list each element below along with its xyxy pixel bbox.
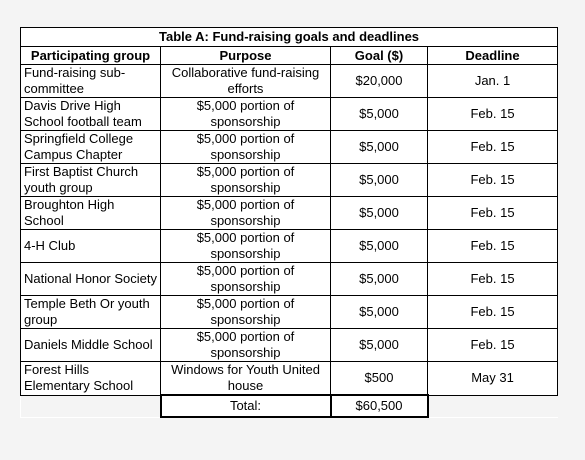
cell-deadline: Feb. 15 (426, 229, 559, 263)
cell-purpose: $5,000 portion of sponsorship (160, 295, 331, 329)
table-row: Fund-raising sub-committee Collaborative… (20, 64, 559, 98)
total-value: $60,500 (329, 394, 429, 418)
cell-deadline: Feb. 15 (426, 295, 559, 329)
cell-goal: $5,000 (330, 130, 428, 164)
table-row: Daniels Middle School $5,000 portion of … (20, 328, 559, 362)
cell-purpose: $5,000 portion of sponsorship (160, 163, 331, 197)
table-row: Forest Hills Elementary School Windows f… (20, 361, 559, 396)
cell-deadline: Feb. 15 (426, 163, 559, 197)
cell-purpose: Collaborative fund-raising efforts (160, 64, 331, 98)
header-purpose: Purpose (160, 46, 331, 65)
cell-group: National Honor Society (20, 262, 161, 296)
header-participating-group: Participating group (20, 46, 161, 65)
total-row: Total: $60,500 (20, 394, 558, 418)
cell-purpose: $5,000 portion of sponsorship (160, 97, 331, 131)
cell-goal: $5,000 (330, 196, 428, 230)
table-row: 4-H Club $5,000 portion of sponsorship $… (20, 229, 559, 263)
cell-goal: $500 (330, 361, 428, 396)
total-spacer (427, 395, 558, 417)
table-row: Broughton High School $5,000 portion of … (20, 196, 559, 230)
cell-group: 4-H Club (20, 229, 161, 263)
total-spacer (20, 395, 161, 417)
cell-group: Temple Beth Or youth group (20, 295, 161, 329)
cell-goal: $5,000 (330, 328, 428, 362)
header-deadline: Deadline (426, 46, 559, 65)
total-label: Total: (159, 394, 332, 418)
table-row: Davis Drive High School football team $5… (20, 97, 559, 131)
cell-group: First Baptist Church youth group (20, 163, 161, 197)
cell-deadline: Feb. 15 (426, 196, 559, 230)
cell-group: Davis Drive High School football team (20, 97, 161, 131)
table-row: Springfield College Campus Chapter $5,00… (20, 130, 559, 164)
cell-deadline: May 31 (426, 361, 559, 396)
cell-deadline: Feb. 15 (426, 328, 559, 362)
cell-goal: $20,000 (330, 64, 428, 98)
cell-deadline: Jan. 1 (426, 64, 559, 98)
cell-goal: $5,000 (330, 295, 428, 329)
table-header-row: Participating group Purpose Goal ($) Dea… (20, 46, 559, 65)
cell-group: Daniels Middle School (20, 328, 161, 362)
cell-purpose: Windows for Youth United house (160, 361, 331, 396)
cell-group: Forest Hills Elementary School (20, 361, 161, 396)
cell-goal: $5,000 (330, 262, 428, 296)
cell-purpose: $5,000 portion of sponsorship (160, 328, 331, 362)
cell-group: Fund-raising sub-committee (20, 64, 161, 98)
cell-purpose: $5,000 portion of sponsorship (160, 196, 331, 230)
cell-group: Springfield College Campus Chapter (20, 130, 161, 164)
table-row: National Honor Society $5,000 portion of… (20, 262, 559, 296)
cell-purpose: $5,000 portion of sponsorship (160, 130, 331, 164)
table-title: Table A: Fund-raising goals and deadline… (19, 27, 559, 47)
cell-goal: $5,000 (330, 97, 428, 131)
table-title-row: Table A: Fund-raising goals and deadline… (19, 27, 559, 47)
cell-deadline: Feb. 15 (426, 262, 559, 296)
table-row: Temple Beth Or youth group $5,000 portio… (20, 295, 559, 329)
cell-goal: $5,000 (330, 163, 428, 197)
cell-group: Broughton High School (20, 196, 161, 230)
cell-purpose: $5,000 portion of sponsorship (160, 229, 331, 263)
fundraising-table: Table A: Fund-raising goals and deadline… (19, 27, 559, 418)
cell-deadline: Feb. 15 (426, 130, 559, 164)
header-goal: Goal ($) (330, 46, 428, 65)
cell-deadline: Feb. 15 (426, 97, 559, 131)
table-row: First Baptist Church youth group $5,000 … (20, 163, 559, 197)
cell-goal: $5,000 (330, 229, 428, 263)
cell-purpose: $5,000 portion of sponsorship (160, 262, 331, 296)
